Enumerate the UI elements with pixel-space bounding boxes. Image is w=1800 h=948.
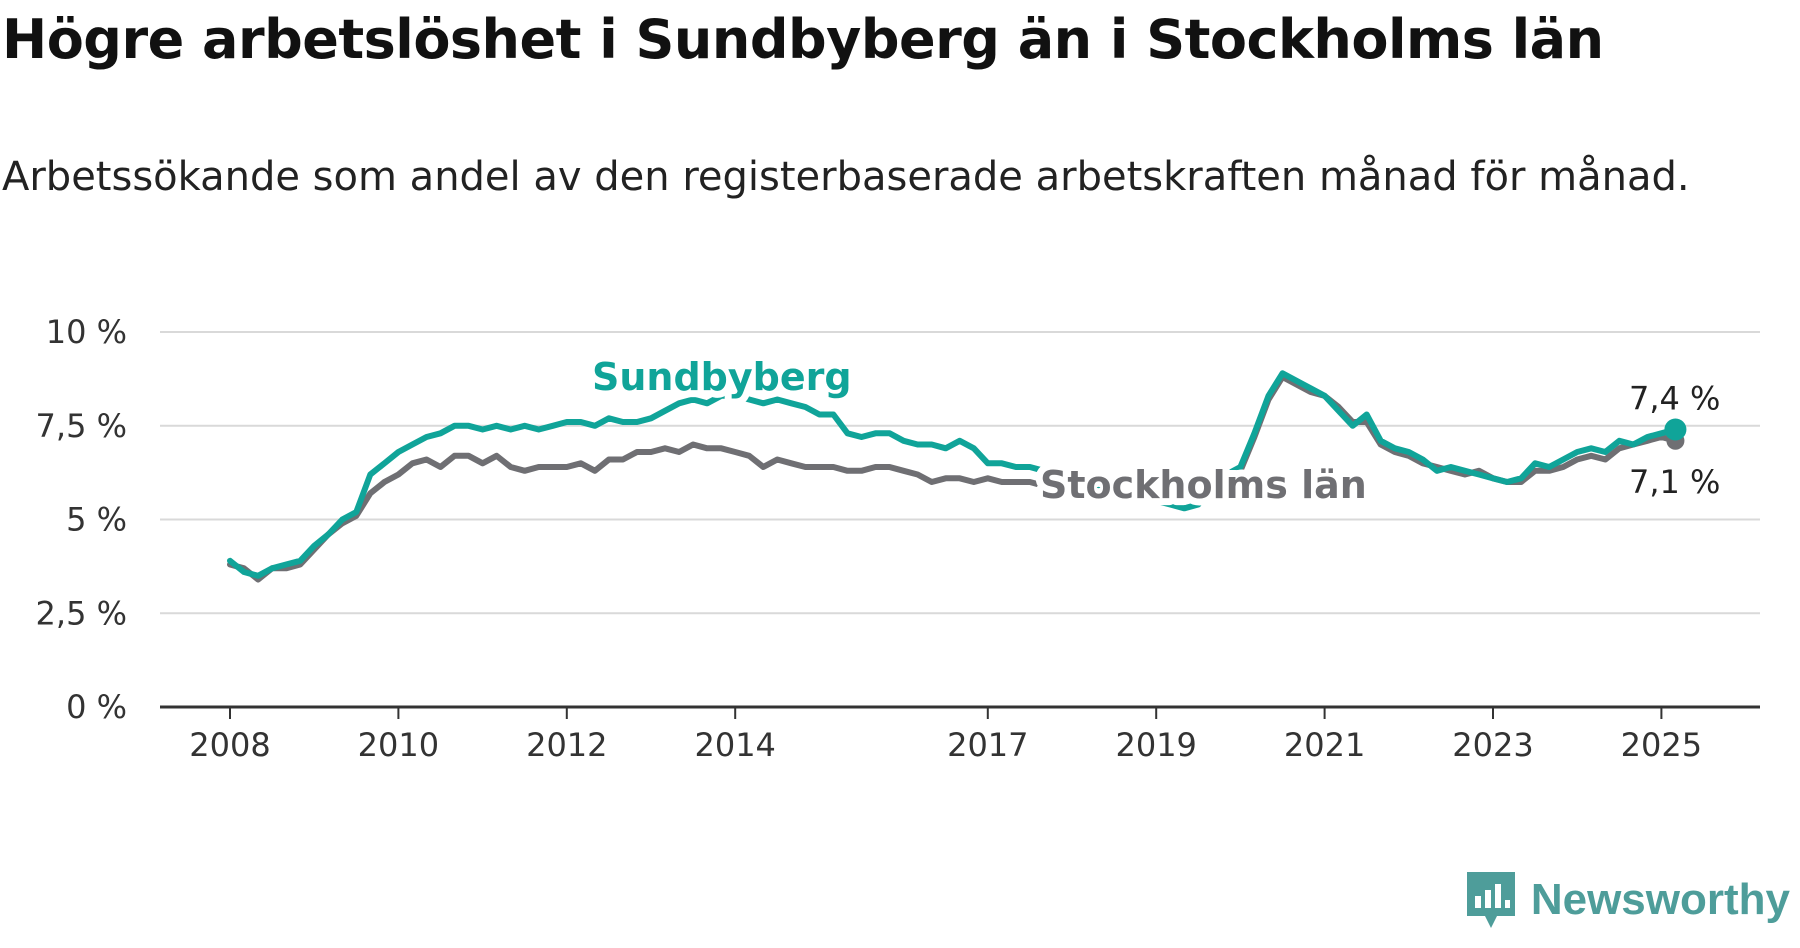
newsworthy-logo-icon [1466,872,1515,928]
chart-subtitle: Arbetssökande som andel av den registerb… [2,154,1690,200]
y-tick-label: 10 % [46,313,127,351]
end-value-stockholms-lan: 7,1 % [1629,463,1720,501]
series-line-stockholms-lan [227,374,1679,583]
end-dot-sundbyberg [1664,418,1687,441]
x-tick-label: 2019 [1115,726,1196,764]
y-tick-label: 2,5 % [36,594,127,632]
x-tick-label: 2021 [1284,726,1365,764]
series-label-sundbyberg-halo: Sundbyberg [592,355,852,399]
series-lines [227,370,1687,583]
series-label-stockholms-lan-halo: Stockholms län [1040,463,1367,507]
x-tick-label: 2012 [526,726,607,764]
series-label-stockholms-lan: Stockholms län [1040,463,1367,507]
x-tick-label: 2023 [1452,726,1533,764]
brand-name: Newsworthy [1530,875,1790,924]
end-value-sundbyberg: 7,4 % [1629,380,1720,418]
y-tick-label: 5 % [66,501,127,539]
x-tick-label: 2008 [189,726,270,764]
chart-title: Högre arbetslöshet i Sundbyberg än i Sto… [2,8,1604,71]
gridlines [160,331,1760,709]
y-axis-ticks: 0 % 2,5 % 5 % 7,5 % 10 % [36,313,127,726]
x-tick-label: 2010 [358,726,439,764]
y-tick-label: 0 % [66,688,127,726]
x-tick-label: 2025 [1621,726,1702,764]
x-tick-label: 2017 [947,726,1028,764]
x-axis-ticks: 2008 2010 2012 2014 2017 2019 2021 2023 2025 [189,707,1702,764]
series-line-sundbyberg [227,370,1679,579]
brand: Newsworthy [1465,870,1790,930]
series-label-sundbyberg: Sundbyberg [592,355,852,399]
y-tick-label: 7,5 % [36,407,127,445]
x-tick-label: 2014 [694,726,775,764]
line-chart: 0 % 2,5 % 5 % 7,5 % 10 % 2008 2010 2012 2014 201… [36,313,1760,764]
